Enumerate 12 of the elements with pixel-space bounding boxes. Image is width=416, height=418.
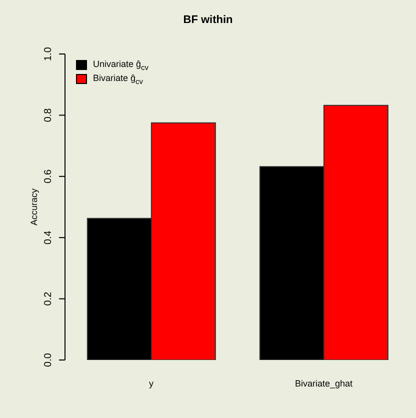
- legend-label: Univariate ĝ$_{cv}$: [93, 58, 149, 72]
- y-axis-title: Accuracy: [29, 188, 39, 226]
- y-tick-label: 0.4: [43, 230, 54, 245]
- y-tick-label: 0.6: [43, 169, 54, 184]
- y-tick-label: 0.0: [43, 352, 54, 367]
- x-tick-label: Bivariate_ghat: [294, 378, 354, 388]
- y-tick-label: 0.2: [43, 291, 54, 306]
- y-tick-label: 0.8: [43, 108, 54, 122]
- x-tick-label: y: [149, 378, 154, 388]
- chart-title: BF within: [182, 14, 234, 26]
- legend-label: Bivariate ĝ$_{cv}$: [93, 72, 144, 86]
- y-tick-label: 1.0: [43, 46, 54, 61]
